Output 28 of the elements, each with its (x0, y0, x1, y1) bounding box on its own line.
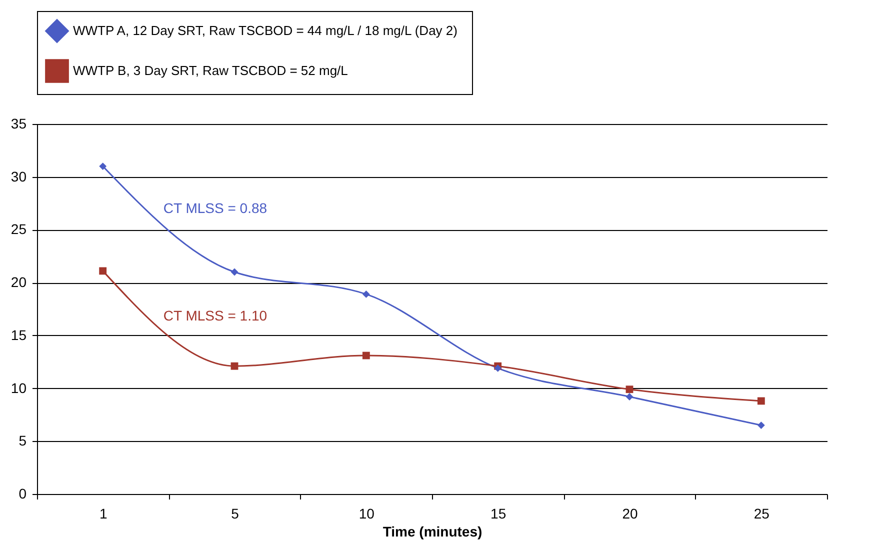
point (230, 362, 238, 370)
y-tick-label: 5 (18, 432, 27, 449)
x-tick-label: 10 (358, 506, 375, 522)
legend-label: WWTP B, 3 Day SRT, Raw TSCBOD = 52 mg/L (73, 63, 348, 78)
x-tick-label: 1 (99, 506, 108, 522)
point (362, 352, 370, 360)
point (99, 267, 107, 275)
x-tick-label: 20 (622, 506, 638, 522)
y-tick-label: 20 (10, 274, 27, 290)
point (626, 386, 634, 394)
y-tick-label: 25 (10, 221, 27, 238)
x-axis-title: Time (minutes) (382, 524, 482, 540)
point (757, 397, 765, 405)
point (230, 268, 238, 276)
x-tick-label: 5 (231, 506, 240, 522)
point (362, 290, 370, 298)
legend-label: WWTP A, 12 Day SRT, Raw TSCBOD = 44 mg/L / 18 mg/L (Day 2) (73, 23, 458, 38)
x-tick-label: 15 (490, 506, 506, 522)
y-tick-label: 15 (10, 326, 27, 343)
point (757, 422, 765, 429)
y-tick-label: 10 (10, 380, 27, 396)
annotation: CT MLSS = 0.88 (163, 200, 268, 216)
y-tick-label: 0 (18, 486, 27, 502)
y-tick-label: 35 (10, 116, 27, 132)
x-tick-label: 25 (754, 506, 770, 522)
annotation: CT MLSS = 1.10 (163, 307, 268, 324)
point (99, 162, 107, 170)
y-tick-label: 30 (10, 168, 27, 184)
